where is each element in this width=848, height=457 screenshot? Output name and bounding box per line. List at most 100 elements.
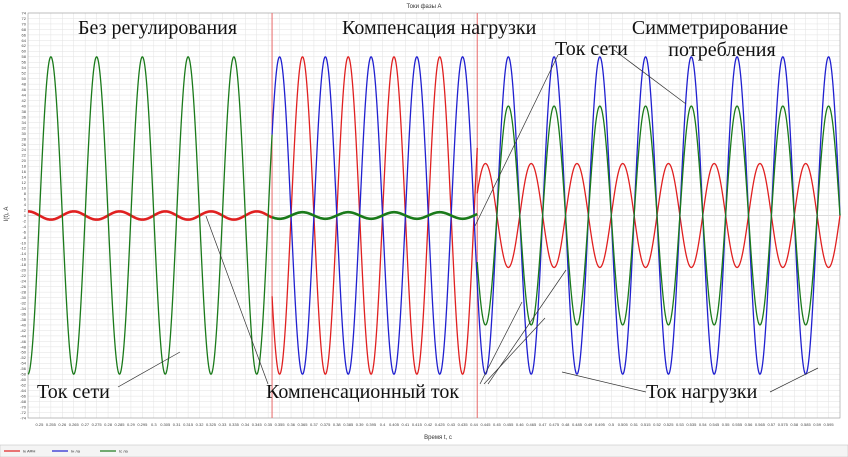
x-tick-label: 0.57 — [767, 422, 776, 427]
leader-load-2 — [769, 367, 819, 393]
legend-bar — [0, 444, 848, 457]
y-tick-label: 14 — [22, 175, 27, 180]
x-tick-label: 0.475 — [549, 422, 560, 427]
x-tick-label: 0.36 — [287, 422, 296, 427]
annotation-symmetrization-line2: потребления — [668, 39, 775, 61]
x-tick-label: 0.27 — [81, 422, 90, 427]
y-tick-label: -2 — [22, 218, 26, 223]
x-tick-label: 0.43 — [447, 422, 456, 427]
x-tick-label: 0.33 — [219, 422, 228, 427]
leader-grid-top — [474, 54, 559, 227]
x-tick-label: 0.59 — [813, 422, 822, 427]
x-tick-label: 0.49 — [584, 422, 593, 427]
leader-sym — [613, 49, 687, 105]
x-axis-label: Время t, с — [424, 435, 452, 441]
y-tick-label: -4 — [22, 224, 26, 229]
y-tick-label: -34 — [20, 306, 27, 311]
y-tick-label: 36 — [22, 114, 27, 119]
leader-grid-bottom — [117, 351, 181, 388]
y-tick-label: -56 — [20, 366, 27, 371]
y-tick-label: -14 — [20, 251, 27, 256]
leader-comp-3 — [483, 317, 546, 385]
y-tick-label: 66 — [22, 32, 27, 37]
leader-comp-1 — [205, 215, 269, 385]
y-tick-label: -12 — [20, 246, 27, 251]
legend-label-1: Iн ла — [71, 449, 81, 454]
y-tick-label: 8 — [24, 191, 27, 196]
annotation-load-current: Ток нагрузки — [646, 381, 758, 403]
y-tick-label: 70 — [22, 21, 27, 26]
y-tick-label: 0 — [24, 213, 27, 218]
x-tick-label: 0.4 — [380, 422, 386, 427]
x-tick-label: 0.37 — [310, 422, 319, 427]
y-tick-label: 16 — [22, 169, 27, 174]
y-tick-label: -72 — [20, 410, 27, 415]
x-tick-label: 0.34 — [241, 422, 250, 427]
x-tick-label: 0.465 — [526, 422, 537, 427]
x-tick-label: 0.26 — [58, 422, 67, 427]
legend: Iк АФН Iн ла Iс ла — [0, 444, 848, 457]
y-tick-label: -16 — [20, 257, 27, 262]
annotation-symmetrization-line1: Симметрирование — [632, 17, 788, 39]
series-line-2 — [271, 210, 479, 221]
y-tick-label: -30 — [20, 295, 27, 300]
y-tick-label: -38 — [20, 317, 27, 322]
y-tick-label: -62 — [20, 383, 27, 388]
y-tick-label: -26 — [20, 284, 27, 289]
x-tick-label: 0.35 — [264, 422, 273, 427]
x-tick-label: 0.255 — [46, 422, 57, 427]
y-tick-label: 74 — [22, 10, 27, 15]
x-tick-label: 0.295 — [137, 422, 148, 427]
x-tick-label: 0.335 — [229, 422, 240, 427]
series-line-2 — [476, 105, 841, 326]
x-tick-label: 0.32 — [196, 422, 205, 427]
x-tick-label: 0.48 — [562, 422, 571, 427]
x-tick-label: 0.445 — [480, 422, 491, 427]
y-tick-label: -42 — [20, 328, 27, 333]
x-tick-label: 0.525 — [663, 422, 674, 427]
annotation-grid-current-bottom: Ток сети — [37, 381, 110, 403]
x-tick-label: 0.42 — [424, 422, 433, 427]
y-tick-label: -28 — [20, 290, 27, 295]
x-tick-label: 0.39 — [356, 422, 365, 427]
y-tick-label: 40 — [22, 103, 27, 108]
x-tick-label: 0.305 — [160, 422, 171, 427]
series-line-0 — [476, 162, 841, 269]
x-tick-label: 0.265 — [69, 422, 80, 427]
y-tick-label: -24 — [20, 279, 27, 284]
x-tick-labels: 0.25 0.255 0.26 0.265 0.27 0.275 0.28 0.285 0.29… — [36, 422, 835, 427]
y-tick-label: -22 — [20, 273, 27, 278]
y-tick-label: -46 — [20, 339, 27, 344]
y-tick-label: -60 — [20, 377, 27, 382]
y-tick-label: 28 — [22, 136, 27, 141]
y-tick-label: -40 — [20, 322, 27, 327]
x-tick-label: 0.54 — [699, 422, 708, 427]
annotations: Без регулирования Компенсация нагрузки С… — [37, 17, 788, 403]
x-tick-label: 0.545 — [709, 422, 720, 427]
x-tick-label: 0.455 — [503, 422, 514, 427]
x-tick-label: 0.52 — [653, 422, 662, 427]
x-tick-label: 0.315 — [183, 422, 194, 427]
x-tick-label: 0.53 — [676, 422, 685, 427]
y-tick-label: 30 — [22, 131, 27, 136]
x-tick-label: 0.395 — [366, 422, 377, 427]
y-tick-label: 34 — [22, 120, 27, 125]
x-tick-label: 0.44 — [470, 422, 479, 427]
y-tick-label: -68 — [20, 399, 27, 404]
x-tick-label: 0.345 — [252, 422, 263, 427]
annotation-no-regulation: Без регулирования — [78, 17, 237, 39]
x-tick-label: 0.415 — [412, 422, 423, 427]
y-tick-label: 58 — [22, 54, 27, 59]
x-tick-label: 0.51 — [630, 422, 639, 427]
y-tick-label: 12 — [22, 180, 27, 185]
y-tick-label: -8 — [22, 235, 26, 240]
x-tick-label: 0.46 — [516, 422, 525, 427]
y-tick-label: 22 — [22, 153, 27, 158]
legend-label-0: Iк АФН — [23, 449, 36, 454]
y-tick-labels: -74-72-70-68-66-64-62-60-58-56-54-52-50-… — [20, 10, 27, 420]
x-tick-label: 0.535 — [686, 422, 697, 427]
leader-comp-4 — [487, 269, 567, 385]
y-tick-label: 52 — [22, 71, 27, 76]
y-tick-label: 62 — [22, 43, 27, 48]
